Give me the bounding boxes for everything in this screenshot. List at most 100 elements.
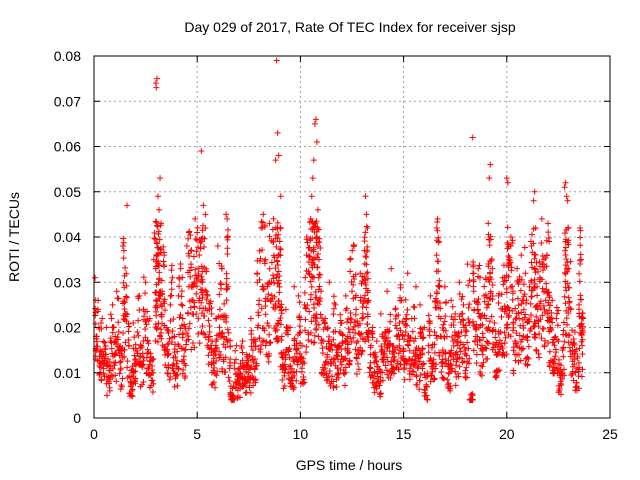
data-point: [275, 268, 282, 275]
data-point: [164, 370, 171, 377]
data-point: [266, 220, 273, 227]
data-point: [463, 364, 470, 371]
data-point: [142, 279, 149, 286]
data-point: [544, 310, 551, 317]
data-point: [303, 343, 310, 350]
data-point: [192, 235, 199, 242]
data-point: [124, 202, 131, 209]
data-point: [135, 317, 142, 324]
data-point: [577, 227, 584, 234]
data-point: [120, 235, 127, 242]
data-point: [577, 296, 584, 303]
data-point: [179, 274, 186, 281]
data-point: [518, 276, 525, 283]
data-point: [278, 321, 285, 328]
data-point: [404, 270, 411, 277]
data-point: [247, 389, 254, 396]
data-point: [475, 310, 482, 317]
data-point: [154, 304, 161, 311]
data-point: [257, 255, 264, 262]
data-point: [528, 312, 535, 319]
data-point: [193, 311, 200, 318]
data-point: [334, 349, 341, 356]
data-point: [347, 268, 354, 275]
data-point: [168, 279, 175, 286]
data-point: [161, 307, 168, 314]
data-point: [520, 281, 527, 288]
data-point: [531, 255, 538, 262]
data-point: [243, 366, 250, 373]
data-point: [521, 244, 528, 251]
data-point: [521, 314, 528, 321]
data-point: [382, 362, 389, 369]
data-point: [571, 356, 578, 363]
data-point: [108, 315, 115, 322]
data-point: [395, 365, 402, 372]
data-point: [331, 300, 338, 307]
data-point: [237, 370, 244, 377]
data-point: [465, 316, 472, 323]
data-point: [379, 377, 386, 384]
data-point: [363, 304, 370, 311]
data-point: [338, 361, 345, 368]
data-point: [487, 288, 494, 295]
data-point: [128, 392, 135, 399]
data-point: [125, 342, 132, 349]
data-point: [396, 342, 403, 349]
data-point: [561, 338, 568, 345]
data-point: [486, 318, 493, 325]
data-point: [335, 370, 342, 377]
data-point: [166, 335, 173, 342]
data-point: [156, 295, 163, 302]
data-point: [344, 341, 351, 348]
data-point: [435, 268, 442, 275]
data-point: [256, 335, 263, 342]
data-point: [496, 290, 503, 297]
y-tick-label: 0: [73, 410, 81, 426]
data-point: [183, 329, 190, 336]
data-point: [150, 355, 157, 362]
data-point: [225, 329, 232, 336]
data-point: [450, 322, 457, 329]
data-point: [503, 289, 510, 296]
data-point: [224, 236, 231, 243]
data-point: [362, 338, 369, 345]
data-point: [284, 327, 291, 334]
data-point: [579, 351, 586, 358]
data-point: [451, 316, 458, 323]
data-point: [411, 315, 418, 322]
data-point: [277, 315, 284, 322]
data-point: [479, 330, 486, 337]
data-point: [534, 283, 541, 290]
data-point: [353, 306, 360, 313]
data-point: [514, 265, 521, 272]
data-point: [341, 382, 348, 389]
data-point: [322, 324, 329, 331]
data-point: [299, 379, 306, 386]
data-point: [345, 325, 352, 332]
data-point: [530, 225, 537, 232]
data-point: [129, 386, 136, 393]
data-point: [274, 129, 281, 136]
data-point: [509, 296, 516, 303]
data-point: [94, 306, 101, 313]
data-point: [168, 262, 175, 269]
data-point: [372, 349, 379, 356]
data-point: [541, 337, 548, 344]
data-point: [444, 376, 451, 383]
data-point: [344, 350, 351, 357]
data-point: [311, 339, 318, 346]
data-point: [489, 346, 496, 353]
data-point: [564, 197, 571, 204]
x-axis-label: GPS time / hours: [296, 457, 403, 473]
data-point: [218, 330, 225, 337]
data-point: [160, 258, 167, 265]
data-point: [360, 300, 367, 307]
data-point: [407, 335, 414, 342]
data-point: [205, 352, 212, 359]
data-point: [224, 215, 231, 222]
data-point: [170, 361, 177, 368]
data-point: [347, 255, 354, 262]
data-point: [337, 311, 344, 318]
data-point: [305, 253, 312, 260]
